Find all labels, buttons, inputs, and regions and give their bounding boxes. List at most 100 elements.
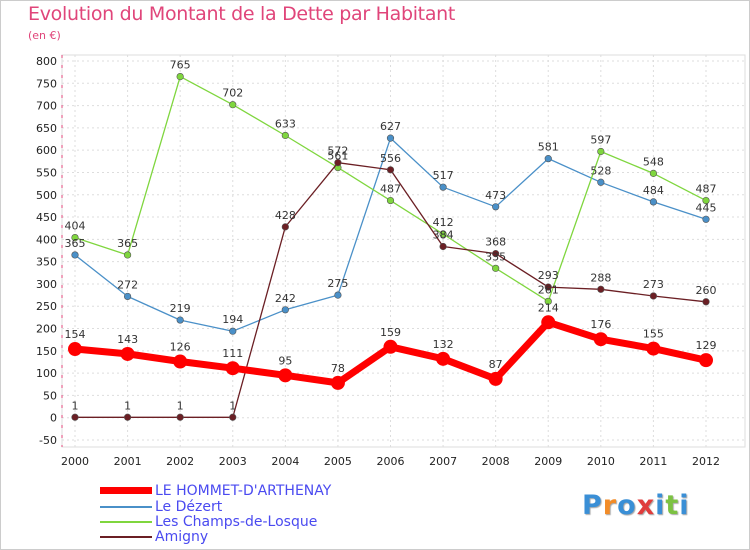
data-point-hommet	[173, 354, 188, 369]
data-point-hommet	[699, 353, 713, 368]
data-label-hommet: 143	[117, 333, 138, 346]
x-tick-label: 2007	[429, 455, 457, 468]
data-point-champs	[71, 233, 79, 242]
data-label-amigny: 1	[177, 399, 184, 412]
data-label-champs: 702	[222, 87, 243, 100]
data-label-hommet: 126	[170, 341, 191, 354]
data-point-hommet	[120, 346, 135, 361]
logo-letter: o	[617, 490, 637, 521]
data-point-champs	[439, 230, 447, 238]
data-label-dezert: 627	[380, 120, 401, 133]
data-label-hommet: 159	[380, 326, 401, 339]
y-tick-label: 150	[36, 345, 57, 358]
data-label-champs: 633	[275, 117, 296, 130]
data-label-champs: 261	[538, 283, 559, 296]
data-point-hommet	[330, 375, 345, 390]
data-point-amigny	[281, 223, 289, 231]
x-tick-label: 2012	[692, 455, 720, 468]
data-label-champs: 365	[117, 237, 138, 250]
data-point-dezert	[281, 306, 289, 314]
logo-letter: t	[665, 490, 680, 521]
proxiti-logo: Proxiti	[582, 490, 690, 521]
data-point-dezert	[649, 198, 658, 206]
data-label-amigny: 1	[229, 399, 236, 412]
data-point-champs	[649, 169, 658, 177]
axes: -50 0 50 100 150 200 250 300 350 400 450 500 550 600 6…	[36, 55, 720, 468]
data-label-hommet: 78	[331, 362, 345, 375]
data-label-dezert: 219	[170, 302, 191, 315]
data-point-hommet	[646, 341, 661, 356]
logo-letter: i	[679, 490, 690, 521]
data-point-dezert	[439, 183, 447, 191]
y-tick-label: 50	[43, 389, 57, 402]
legend-swatch-champs	[100, 521, 152, 523]
y-tick-label: 350	[36, 256, 57, 269]
data-point-dezert	[702, 215, 710, 223]
data-label-amigny: 368	[485, 236, 506, 249]
grid	[61, 54, 746, 448]
y-tick-label: 550	[36, 166, 57, 179]
x-tick-label: 2009	[534, 455, 562, 468]
x-tick-label: 2008	[482, 455, 510, 468]
x-tick-label: 2001	[114, 455, 142, 468]
data-label-hommet: 95	[278, 354, 292, 367]
data-label-amigny: 293	[538, 269, 559, 282]
data-label-amigny: 1	[72, 399, 79, 412]
data-label-amigny: 572	[327, 145, 348, 158]
data-label-champs: 404	[65, 220, 86, 233]
data-label-dezert: 484	[643, 184, 664, 197]
data-label-dezert: 242	[275, 292, 296, 305]
y-tick-label: 0	[50, 412, 57, 425]
data-label-champs: 412	[433, 216, 454, 229]
data-point-dezert	[71, 251, 79, 259]
data-point-amigny	[334, 159, 342, 167]
legend-label-hommet: LE HOMMET-D'ARTHENAY	[155, 483, 332, 499]
y-tick-label: 300	[36, 278, 57, 291]
y-tick-label: 600	[36, 144, 57, 157]
data-point-champs	[386, 196, 395, 205]
data-point-amigny	[702, 298, 710, 306]
data-label-dezert: 194	[222, 313, 243, 326]
data-point-amigny	[386, 166, 395, 174]
data-label-champs: 487	[380, 183, 401, 196]
data-point-amigny	[492, 250, 500, 258]
legend-swatch-dezert	[100, 506, 152, 508]
data-point-champs	[492, 264, 500, 272]
data-point-dezert	[386, 134, 395, 142]
data-point-dezert	[176, 316, 184, 324]
data-label-hommet: 111	[222, 347, 243, 360]
data-label-hommet: 154	[65, 328, 86, 341]
data-label-dezert: 272	[117, 278, 138, 291]
y-tick-label: 200	[36, 323, 57, 336]
legend-label-amigny: Amigny	[155, 529, 209, 545]
data-label-hommet: 155	[643, 328, 664, 341]
x-tick-label: 2006	[377, 455, 405, 468]
data-label-hommet: 129	[696, 339, 717, 352]
data-point-champs	[702, 196, 710, 205]
x-tick-label: 2011	[639, 455, 667, 468]
legend-label-dezert: Le Dézert	[155, 499, 223, 515]
data-label-hommet: 132	[433, 338, 454, 351]
data-point-amigny	[649, 292, 658, 300]
data-label-amigny: 384	[433, 228, 454, 241]
data-point-amigny	[597, 285, 605, 293]
y-tick-label: -50	[39, 434, 57, 447]
x-tick-label: 2000	[61, 455, 89, 468]
data-label-champs: 335	[485, 250, 506, 263]
data-point-hommet	[278, 368, 293, 383]
data-label-champs: 765	[170, 59, 191, 72]
logo-letter: P	[582, 490, 603, 521]
data-label-hommet: 176	[590, 318, 611, 331]
data-point-dezert	[334, 291, 342, 299]
data-point-amigny	[123, 413, 132, 421]
data-point-hommet	[436, 351, 451, 366]
data-label-champs: 561	[327, 150, 348, 163]
y-tick-label: 450	[36, 211, 57, 224]
data-label-dezert: 365	[65, 237, 86, 250]
data-point-champs	[229, 101, 237, 109]
x-tick-label: 2004	[271, 455, 299, 468]
y-tick-label: 800	[36, 55, 57, 68]
data-label-hommet: 87	[489, 358, 503, 371]
data-point-champs	[176, 73, 184, 81]
